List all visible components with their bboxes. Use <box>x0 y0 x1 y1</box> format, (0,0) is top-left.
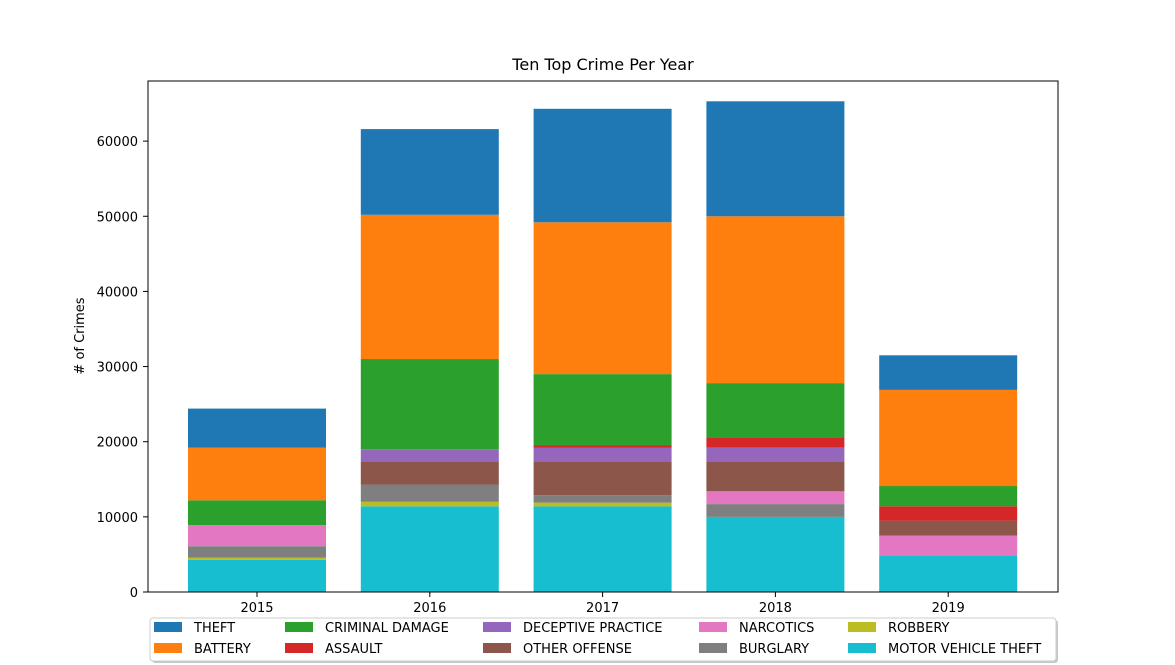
bar-2018-other-offense <box>706 462 845 492</box>
bar-2019-criminal-damage <box>879 486 1018 507</box>
y-tick-label: 0 <box>130 586 138 601</box>
legend: THEFT BATTERY CRIMINAL DAMAGE ASSAULT DECEPT… <box>149 617 1058 663</box>
legend-label-criminal-damage: CRIMINAL DAMAGE <box>325 621 449 636</box>
legend-swatch-battery <box>154 643 182 653</box>
x-axis: 2015 2016 2017 2018 2019 <box>240 592 965 616</box>
y-tick-label: 20000 <box>97 436 138 451</box>
y-axis-label: # of Crimes <box>73 297 88 374</box>
legend-label-other-offense: OTHER OFFENSE <box>523 642 632 657</box>
bar-2015-battery <box>188 447 326 501</box>
legend-swatch-narcotics <box>699 622 727 632</box>
y-tick-label: 40000 <box>97 285 138 300</box>
bar-2017-assault <box>533 445 672 448</box>
bar-2019-battery <box>879 389 1018 487</box>
bar-2019-other-offense <box>879 520 1018 536</box>
bar-2017-other-offense <box>533 462 672 496</box>
bar-2015-theft <box>188 408 326 448</box>
bar-2017-motor-vehicle-theft <box>533 506 672 592</box>
bar-2016-criminal-damage <box>360 359 499 450</box>
bar-2018-deceptive-practice <box>706 447 845 462</box>
legend-label-deceptive-practice: DECEPTIVE PRACTICE <box>523 621 663 636</box>
legend-label-battery: BATTERY <box>194 642 251 657</box>
bar-2016-robbery <box>360 501 499 507</box>
bar-2017-robbery <box>533 502 672 507</box>
x-tick-label-2015: 2015 <box>240 601 273 616</box>
bar-2017-burglary <box>533 495 672 503</box>
bar-2016-theft <box>360 129 499 215</box>
bars-layer <box>188 101 1018 592</box>
bar-2016-other-offense <box>360 462 499 485</box>
bar-2015-motor-vehicle-theft <box>188 559 326 592</box>
legend-swatch-criminal-damage <box>285 622 313 632</box>
bar-2017-deceptive-practice <box>533 447 672 462</box>
x-tick-label-2019: 2019 <box>932 601 965 616</box>
bar-2017-criminal-damage <box>533 374 672 446</box>
legend-label-narcotics: NARCOTICS <box>739 621 814 636</box>
bar-2017-battery <box>533 222 672 375</box>
bar-2018-battery <box>706 216 845 384</box>
bar-2015-narcotics <box>188 525 326 547</box>
legend-label-motor-vehicle-theft: MOTOR VEHICLE THEFT <box>888 642 1041 657</box>
bar-2018-narcotics <box>706 491 845 505</box>
y-axis: 0 10000 20000 30000 40000 50000 60000 <box>97 135 148 601</box>
legend-swatch-burglary <box>699 643 727 653</box>
bar-2018-criminal-damage <box>706 383 845 438</box>
y-tick-label: 10000 <box>97 511 138 526</box>
bar-2019-assault <box>879 506 1018 521</box>
legend-label-burglary: BURGLARY <box>739 642 809 657</box>
y-tick-label: 30000 <box>97 361 138 376</box>
legend-swatch-deceptive-practice <box>483 622 511 632</box>
x-tick-label-2018: 2018 <box>759 601 792 616</box>
legend-swatch-motor-vehicle-theft <box>848 643 876 653</box>
bar-2019-narcotics <box>879 535 1018 556</box>
bar-2015-burglary <box>188 546 326 558</box>
bar-2015-criminal-damage <box>188 500 326 526</box>
bar-2016-battery <box>360 214 499 360</box>
bar-2019-motor-vehicle-theft <box>879 555 1018 592</box>
y-tick-label: 50000 <box>97 210 138 225</box>
chart-title: Ten Top Crime Per Year <box>511 55 694 74</box>
y-tick-label: 60000 <box>97 135 138 150</box>
legend-swatch-other-offense <box>483 643 511 653</box>
legend-label-theft: THEFT <box>193 621 235 636</box>
legend-box <box>149 617 1057 662</box>
bar-2016-burglary <box>360 484 499 502</box>
legend-swatch-theft <box>154 622 182 632</box>
legend-label-robbery: ROBBERY <box>888 621 950 636</box>
bar-2017-theft <box>533 108 672 223</box>
x-tick-label-2016: 2016 <box>413 601 446 616</box>
legend-label-assault: ASSAULT <box>325 642 382 657</box>
bar-2018-motor-vehicle-theft <box>706 516 845 592</box>
bar-2018-burglary <box>706 504 845 517</box>
bar-2018-theft <box>706 101 845 217</box>
bar-2015-robbery <box>188 557 326 560</box>
x-tick-label-2017: 2017 <box>586 601 619 616</box>
bar-2016-deceptive-practice <box>360 449 499 462</box>
bar-2016-motor-vehicle-theft <box>360 506 499 592</box>
legend-swatch-assault <box>285 643 313 653</box>
bar-2019-theft <box>879 355 1018 390</box>
bar-2018-assault <box>706 437 845 448</box>
legend-swatch-robbery <box>848 622 876 632</box>
